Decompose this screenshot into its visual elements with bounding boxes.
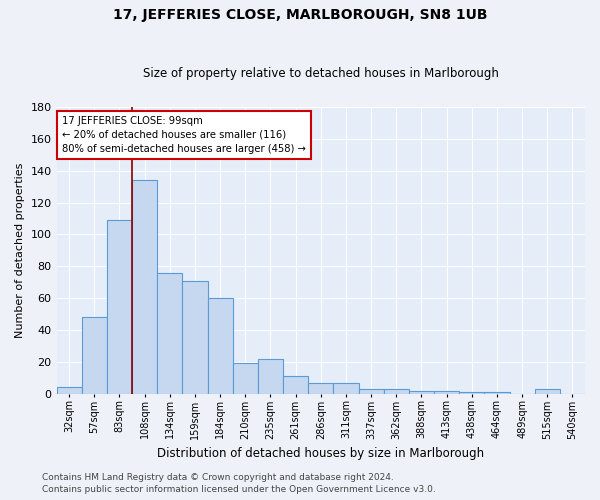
Bar xyxy=(308,382,334,394)
Bar xyxy=(383,389,409,394)
Bar xyxy=(334,382,359,394)
Bar xyxy=(208,298,233,394)
Title: Size of property relative to detached houses in Marlborough: Size of property relative to detached ho… xyxy=(143,66,499,80)
Text: Contains HM Land Registry data © Crown copyright and database right 2024.
Contai: Contains HM Land Registry data © Crown c… xyxy=(42,473,436,494)
Bar xyxy=(409,390,434,394)
Bar xyxy=(283,376,308,394)
X-axis label: Distribution of detached houses by size in Marlborough: Distribution of detached houses by size … xyxy=(157,447,484,460)
Bar xyxy=(107,220,132,394)
Bar xyxy=(484,392,509,394)
Text: 17 JEFFERIES CLOSE: 99sqm
← 20% of detached houses are smaller (116)
80% of semi: 17 JEFFERIES CLOSE: 99sqm ← 20% of detac… xyxy=(62,116,306,154)
Bar xyxy=(535,389,560,394)
Text: 17, JEFFERIES CLOSE, MARLBOROUGH, SN8 1UB: 17, JEFFERIES CLOSE, MARLBOROUGH, SN8 1U… xyxy=(113,8,487,22)
Bar xyxy=(258,358,283,394)
Bar xyxy=(233,364,258,394)
Bar xyxy=(434,390,459,394)
Bar xyxy=(182,280,208,394)
Y-axis label: Number of detached properties: Number of detached properties xyxy=(15,162,25,338)
Bar xyxy=(56,388,82,394)
Bar xyxy=(82,318,107,394)
Bar xyxy=(132,180,157,394)
Bar xyxy=(459,392,484,394)
Bar xyxy=(359,389,383,394)
Bar xyxy=(157,272,182,394)
